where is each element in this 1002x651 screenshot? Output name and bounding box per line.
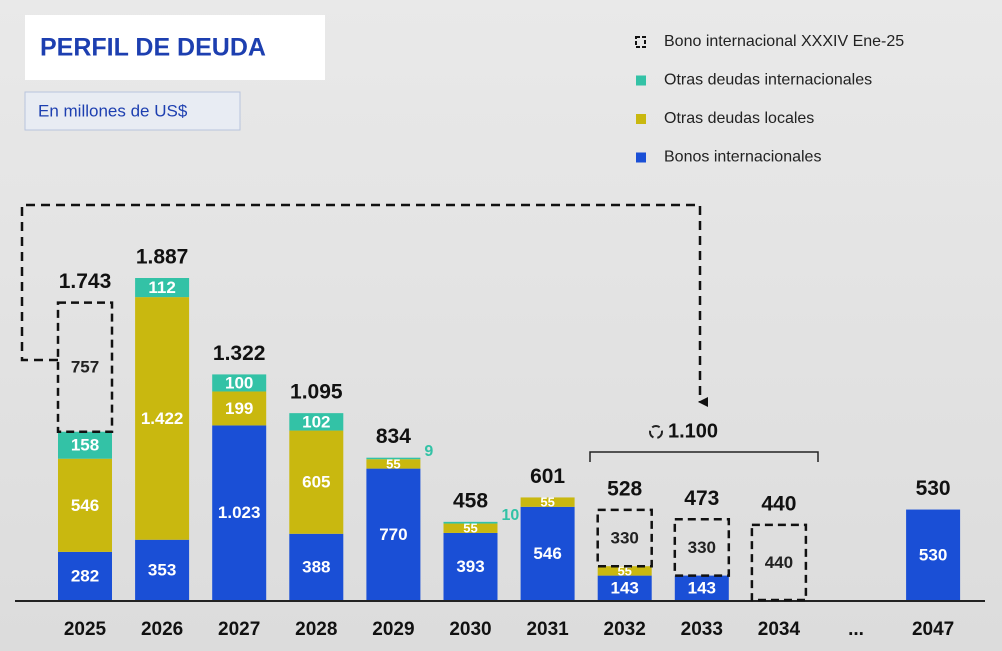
chart-subtitle: En millones de US$ bbox=[38, 101, 188, 120]
dashed-bar-segment bbox=[56, 301, 114, 433]
bar-segment bbox=[212, 374, 267, 392]
bracket bbox=[589, 451, 819, 462]
total-label: 530 bbox=[916, 477, 951, 500]
data-label: 282 bbox=[71, 566, 99, 585]
bar-segment bbox=[58, 431, 112, 459]
total-label: 528 bbox=[607, 477, 642, 500]
x-tick-label: 2032 bbox=[604, 619, 646, 640]
legend-label: Bono internacional XXXIV Ene-25 bbox=[664, 33, 904, 50]
total-label: 1.743 bbox=[59, 270, 112, 293]
bar-segment bbox=[289, 413, 344, 431]
data-label: 143 bbox=[611, 578, 639, 597]
data-label: 143 bbox=[688, 578, 716, 597]
data-label: 55 bbox=[386, 456, 400, 471]
chart-title: PERFIL DE DEUDA bbox=[40, 34, 266, 62]
subtitle-box bbox=[24, 91, 241, 131]
legend-label: Otras deudas internacionales bbox=[664, 72, 872, 89]
x-tick-label: 2026 bbox=[141, 619, 183, 640]
legend-label: Otras deudas locales bbox=[664, 110, 814, 127]
bar-segment bbox=[597, 566, 652, 576]
data-label: 102 bbox=[302, 412, 330, 431]
data-label: 393 bbox=[456, 557, 484, 576]
bar-segment bbox=[135, 297, 190, 540]
total-label: 440 bbox=[761, 492, 796, 515]
data-label: 55 bbox=[463, 521, 477, 536]
bar-segment bbox=[520, 497, 575, 507]
bar-segment bbox=[135, 278, 190, 298]
dashed-bar-segment bbox=[673, 518, 731, 577]
total-label: 1.095 bbox=[290, 381, 343, 404]
x-tick-label: ... bbox=[848, 619, 864, 640]
bar-segment bbox=[135, 539, 190, 600]
legend-label: Bonos internacionales bbox=[664, 149, 821, 166]
data-label: 1.023 bbox=[218, 503, 261, 522]
bar-segment bbox=[212, 391, 267, 426]
total-label: 1.322 bbox=[213, 342, 266, 365]
x-tick-label: 2047 bbox=[912, 619, 954, 640]
x-tick-label: 2030 bbox=[449, 619, 491, 640]
data-label: 388 bbox=[302, 557, 330, 576]
data-label: 100 bbox=[225, 373, 253, 392]
annotation: 1.100 bbox=[668, 420, 718, 442]
bar-segment bbox=[906, 509, 961, 600]
legend-swatch bbox=[636, 75, 646, 86]
bar-segment bbox=[58, 458, 112, 552]
total-label: 834 bbox=[376, 425, 411, 448]
data-label: 9 bbox=[424, 443, 433, 460]
data-label: 199 bbox=[225, 399, 253, 418]
bar-segment bbox=[289, 533, 344, 600]
bar-segment bbox=[443, 523, 498, 533]
x-tick-label: 2031 bbox=[526, 619, 569, 640]
legend-swatch bbox=[635, 36, 646, 48]
data-label: 1.422 bbox=[141, 409, 184, 428]
title-box bbox=[25, 15, 325, 80]
data-label: 440 bbox=[765, 553, 793, 572]
data-label: 546 bbox=[71, 496, 99, 515]
data-label: 353 bbox=[148, 560, 176, 579]
data-label: 546 bbox=[533, 544, 561, 563]
total-label: 473 bbox=[684, 487, 719, 510]
bar-segment bbox=[443, 532, 498, 600]
data-label: 757 bbox=[71, 358, 99, 377]
data-label: 112 bbox=[148, 278, 175, 297]
bar-segment bbox=[289, 430, 344, 534]
bar-segment bbox=[366, 468, 421, 600]
legend-swatch bbox=[636, 152, 646, 163]
bar-segment bbox=[58, 551, 112, 600]
x-tick-label: 2027 bbox=[218, 619, 260, 640]
x-tick-label: 2033 bbox=[681, 619, 723, 640]
data-label: 770 bbox=[379, 525, 407, 544]
connector-arrow bbox=[20, 203, 708, 407]
data-label: 530 bbox=[919, 545, 947, 564]
bar-segment bbox=[520, 506, 575, 600]
x-tick-label: 2025 bbox=[64, 619, 107, 640]
data-label: 605 bbox=[302, 473, 330, 492]
data-label: 330 bbox=[688, 538, 716, 557]
x-tick-label: 2029 bbox=[372, 619, 414, 640]
total-label: 1.887 bbox=[136, 246, 189, 269]
bar-segment bbox=[366, 457, 421, 460]
total-label: 458 bbox=[453, 489, 488, 512]
bar-segment bbox=[674, 575, 729, 600]
total-label: 601 bbox=[530, 465, 565, 488]
legend-swatch bbox=[636, 114, 646, 124]
data-label: 10 bbox=[502, 507, 520, 524]
x-tick-label: 2028 bbox=[295, 619, 337, 640]
dashed-bar-segment bbox=[596, 508, 653, 568]
bar-segment bbox=[366, 459, 421, 469]
x-tick-label: 2034 bbox=[758, 619, 801, 640]
dashed-bar-segment bbox=[750, 523, 808, 602]
data-label: 158 bbox=[71, 436, 99, 455]
bar-segment bbox=[212, 425, 267, 600]
data-label: 55 bbox=[540, 495, 554, 510]
bar-segment bbox=[597, 575, 652, 600]
icon bbox=[649, 425, 663, 439]
data-label: 330 bbox=[611, 529, 639, 548]
bar-segment bbox=[443, 521, 498, 524]
